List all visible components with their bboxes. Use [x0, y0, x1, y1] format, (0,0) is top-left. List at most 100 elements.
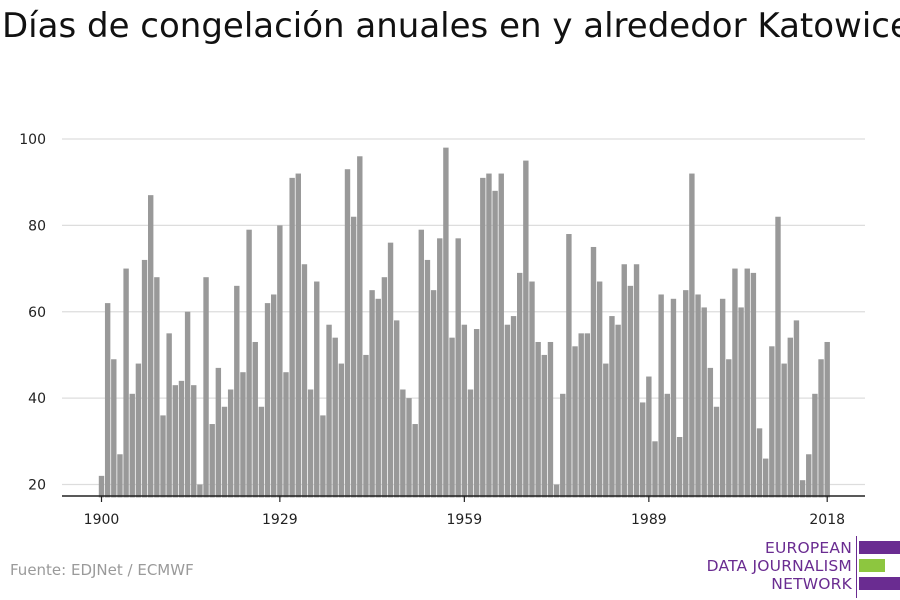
bar-1976	[566, 234, 572, 498]
bar-1957	[449, 337, 455, 498]
bar-1909	[154, 277, 160, 498]
x-tick-1989: 1989	[631, 512, 667, 528]
logo-bar-green	[859, 559, 885, 572]
bar-1960	[467, 389, 474, 498]
bar-1968	[517, 272, 523, 498]
bar-1902	[111, 359, 117, 498]
bar-2015	[806, 454, 812, 498]
bar-1940	[344, 169, 351, 498]
bar-1921	[227, 389, 234, 498]
bar-1932	[295, 173, 301, 498]
bar-1916	[197, 484, 203, 498]
bar-2009	[769, 346, 775, 498]
bar-2005	[744, 268, 750, 498]
bar-1993	[670, 298, 677, 498]
bar-1998	[701, 307, 707, 498]
bar-1910	[160, 415, 166, 498]
bar-1952	[418, 229, 424, 498]
bar-1951	[412, 424, 418, 498]
bar-1920	[221, 406, 228, 498]
bar-1975	[560, 393, 566, 498]
bar-1941	[350, 216, 357, 498]
bar-1997	[695, 294, 701, 498]
bar-1954	[430, 290, 437, 498]
bar-1996	[689, 173, 695, 498]
bar-1913	[178, 380, 185, 498]
bar-1911	[166, 333, 172, 498]
bar-1918	[209, 424, 215, 498]
bar-1987	[633, 264, 640, 498]
bar-1939	[338, 363, 345, 498]
bar-2006	[750, 272, 757, 498]
bar-1974	[553, 484, 560, 498]
bar-1969	[523, 160, 529, 498]
bar-1956	[443, 147, 449, 498]
bar-2008	[763, 458, 769, 498]
bar-1995	[683, 290, 689, 498]
x-tick-1900: 1900	[84, 512, 120, 528]
source-note: Fuente: EDJNet / ECMWF	[10, 561, 194, 579]
bar-1985	[621, 264, 627, 498]
bar-1983	[609, 316, 615, 498]
bar-1972	[541, 354, 547, 498]
bar-1980	[590, 246, 597, 498]
bar-1982	[603, 363, 609, 498]
bar-1907	[141, 259, 148, 498]
bar-1979	[584, 333, 591, 498]
bar-1994	[676, 436, 683, 498]
bar-1935	[314, 281, 320, 498]
bar-2001	[719, 298, 726, 498]
bar-1937	[326, 324, 332, 498]
bar-1962	[480, 177, 486, 498]
bar-1967	[510, 316, 517, 498]
bar-2010	[775, 216, 781, 498]
bar-1928	[271, 294, 277, 498]
bar-1924	[246, 229, 252, 498]
logo-bar-purple-top	[859, 541, 900, 554]
bar-1943	[363, 354, 369, 498]
bar-1978	[578, 333, 584, 498]
bar-1948	[394, 320, 400, 498]
bar-1905	[129, 393, 135, 498]
bar-1991	[658, 294, 664, 498]
bar-1930	[283, 372, 289, 498]
bar-2007	[756, 428, 763, 498]
bar-1959	[461, 324, 468, 498]
bars	[98, 147, 830, 498]
bar-1988	[640, 402, 646, 498]
bar-2014	[799, 480, 806, 498]
bar-1936	[320, 415, 326, 498]
bar-1925	[252, 341, 258, 498]
bar-1973	[547, 341, 554, 498]
bar-1981	[596, 281, 603, 498]
logo-text-network: NETWORK	[771, 575, 852, 593]
bar-1906	[135, 363, 142, 498]
bar-1965	[498, 173, 504, 498]
bar-1931	[289, 177, 295, 498]
bar-1999	[707, 367, 714, 498]
logo-text-european: EUROPEAN	[764, 539, 852, 557]
bar-1946	[381, 277, 388, 498]
y-tick-40: 40	[28, 391, 46, 407]
bar-1901	[104, 303, 111, 498]
bar-2003	[732, 268, 738, 498]
bar-1966	[504, 324, 511, 498]
bar-1908	[148, 195, 154, 498]
edjnet-logo[interactable]: EUROPEAN DATA JOURNALISM NETWORK	[706, 536, 900, 598]
bar-1934	[307, 389, 314, 498]
y-tick-80: 80	[28, 218, 46, 234]
bar-1964	[492, 190, 498, 498]
x-tick-1929: 1929	[262, 512, 298, 528]
bar-1949	[400, 389, 406, 498]
chart-title: Días de congelación anuales en y alreded…	[2, 6, 900, 46]
bar-1923	[240, 372, 246, 498]
bar-2016	[812, 393, 818, 498]
bar-1992	[664, 393, 670, 498]
bar-2012	[787, 337, 793, 498]
bar-1914	[184, 311, 191, 498]
bar-1917	[203, 277, 209, 498]
logo-bar-purple-bottom	[859, 577, 900, 590]
bar-1927	[264, 303, 271, 498]
y-tick-20: 20	[28, 478, 46, 494]
